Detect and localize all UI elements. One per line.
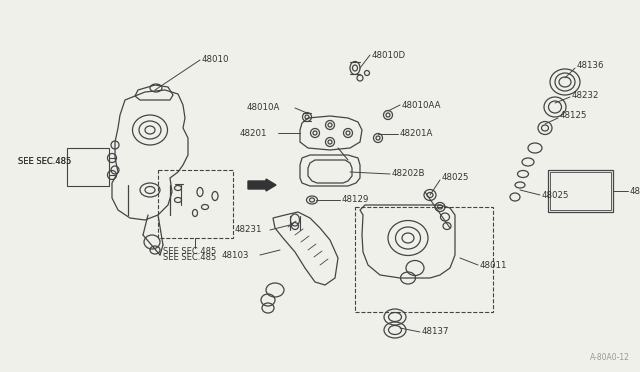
Text: 48125: 48125 (560, 112, 588, 121)
Text: 48231: 48231 (235, 225, 262, 234)
Text: A-80A0-12: A-80A0-12 (590, 353, 630, 362)
Bar (550, 172, 611, 210)
Text: 48025: 48025 (442, 173, 470, 183)
Text: 48010A: 48010A (247, 103, 280, 112)
Text: SEE SEC.485: SEE SEC.485 (18, 157, 71, 167)
Text: 48201: 48201 (240, 128, 268, 138)
Text: 48103: 48103 (222, 250, 250, 260)
Bar (67, 148, 109, 186)
Text: 48025: 48025 (542, 190, 570, 199)
Text: 48010: 48010 (202, 55, 230, 64)
Text: 48150: 48150 (630, 186, 640, 196)
Bar (548, 170, 613, 212)
FancyArrow shape (248, 179, 276, 191)
Text: 48136: 48136 (577, 61, 605, 71)
Text: 48010AA: 48010AA (402, 100, 442, 109)
Text: SEE SEC.485: SEE SEC.485 (163, 253, 216, 263)
Bar (355, 207, 493, 312)
Text: 48202B: 48202B (392, 170, 426, 179)
Text: 48232: 48232 (572, 92, 600, 100)
Text: SEE SEC.485: SEE SEC.485 (163, 247, 216, 257)
Text: 48010D: 48010D (372, 51, 406, 60)
Text: 48011: 48011 (480, 260, 508, 269)
Text: SEE SEC.485: SEE SEC.485 (18, 157, 71, 167)
Text: 48201A: 48201A (400, 129, 433, 138)
Text: 48129: 48129 (342, 196, 369, 205)
Bar (158, 170, 233, 238)
Text: 48137: 48137 (422, 327, 449, 337)
